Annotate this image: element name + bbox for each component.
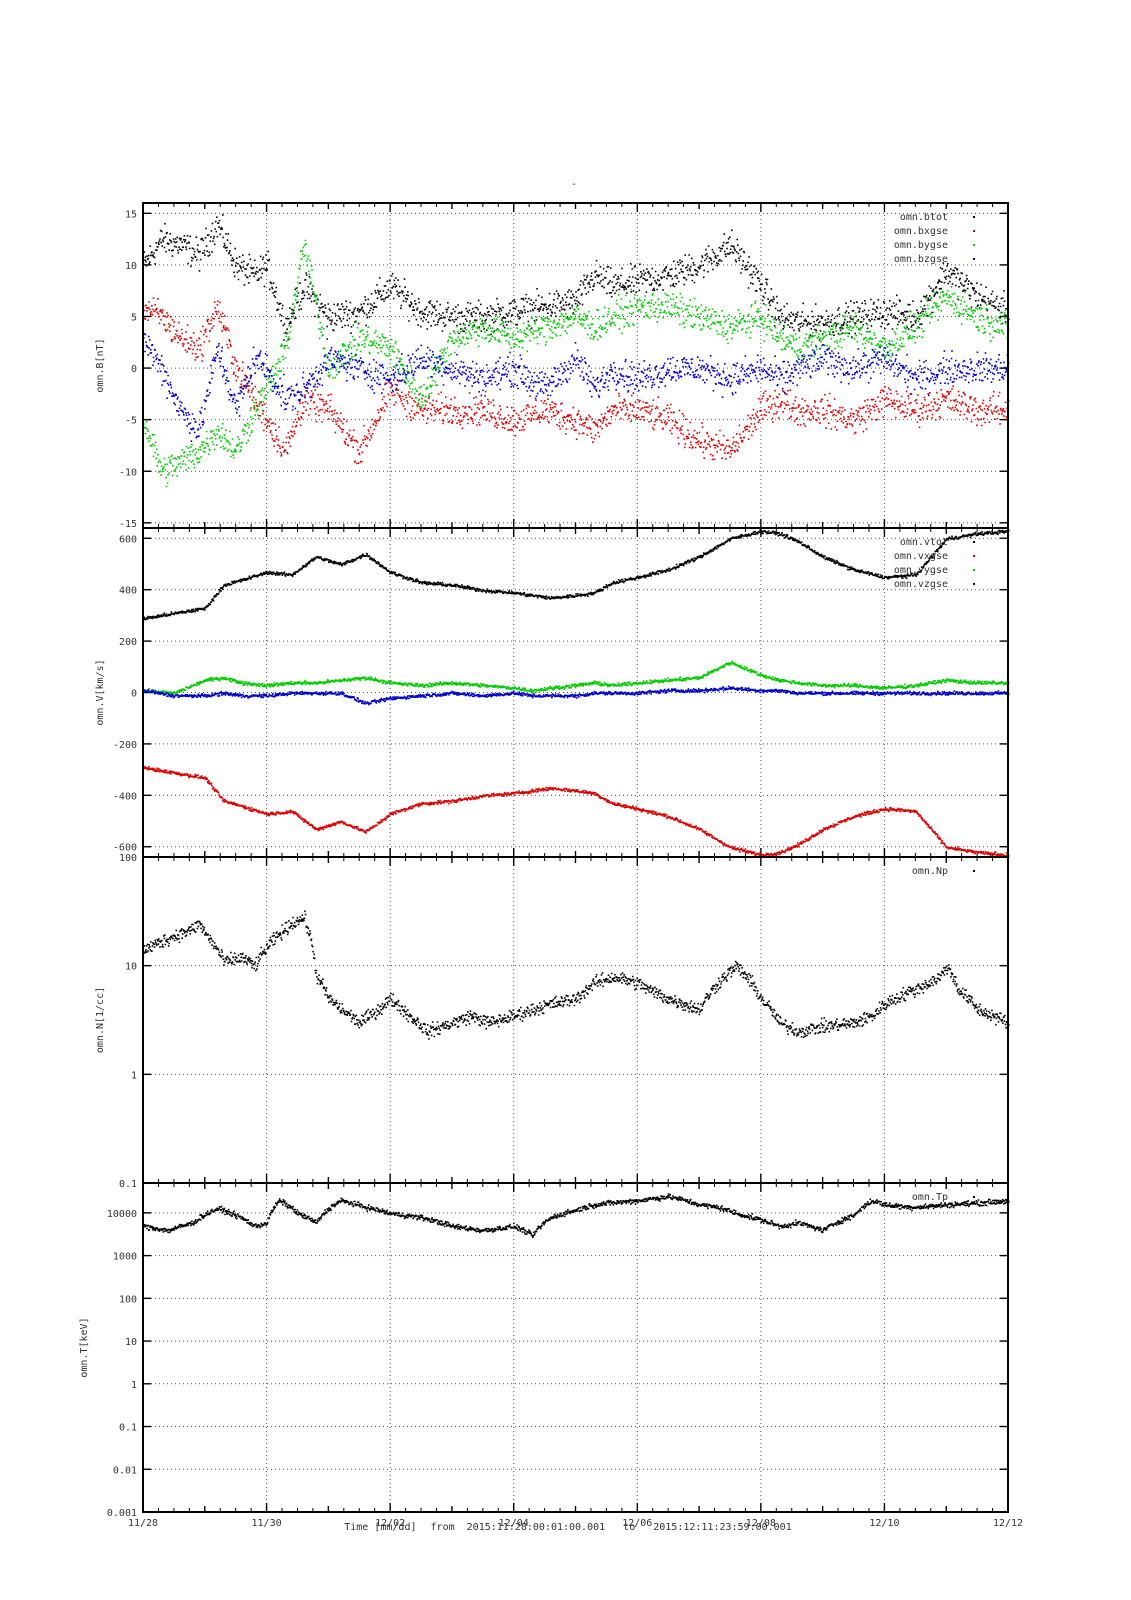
y-tick-label: 400 [119, 586, 137, 597]
panels: -15-10-5051015omn.B[nT]omn.btotomn.bxgse… [79, 202, 1023, 1529]
y-tick-label: 10000 [107, 1209, 137, 1220]
plot-frame [142, 1182, 1009, 1513]
legend-label: omn.vzgse [894, 579, 948, 590]
panel-4: 0.001 0.01 0.1 1 10 100 1000 10000 omn.T[keV] omn… [79, 1182, 1010, 1519]
x-tick-label: 12/04 [499, 1518, 529, 1529]
y-tick-label: 0 [131, 689, 137, 700]
y-tick-label: 5 [131, 312, 137, 323]
series-omn.Tp [143, 1193, 1010, 1239]
panel-2: -600 -400 -200 0 200 400 600 omn.V[km/s] omn.vto… [95, 527, 1010, 858]
footer-time-label: Time [mm/dd] [344, 1522, 416, 1533]
y-tick-label: 200 [119, 637, 137, 648]
y-axis-label: omn.N[1/cc] [95, 987, 106, 1053]
legend-marker [973, 555, 975, 557]
x-tick-label: 12/06 [622, 1518, 652, 1529]
series-points [143, 332, 1010, 442]
y-tick-label: -400 [113, 791, 137, 802]
y-axis-label: omn.B[nT] [95, 338, 106, 392]
series-omn.bzgse [143, 332, 1010, 442]
y-tick-label: 0.01 [113, 1465, 137, 1476]
y-axis-label: omn.V[km/s] [95, 659, 106, 725]
series-points [143, 685, 1010, 706]
series-points [143, 660, 1010, 695]
footer-to-label: to [623, 1522, 635, 1533]
y-tick-label: -600 [113, 843, 137, 854]
x-tick-label: 12/12 [993, 1518, 1023, 1529]
y-tick-label: 1 [131, 1380, 137, 1391]
legend-label: omn.btot [900, 212, 948, 223]
legend-marker [973, 583, 975, 585]
series-omn.vzgse [143, 685, 1010, 706]
panel-3: 0.1 1 10 100 omn.N[1/cc] omn.Np [95, 853, 1010, 1190]
y-tick-label: 10 [125, 1337, 137, 1348]
footer-start: 2015:11:28:00:01:00.001 [467, 1522, 605, 1533]
legend-label: omn.vtot [900, 537, 948, 548]
legend-label: omn.vxgse [894, 551, 948, 562]
legend-marker [973, 870, 975, 872]
figure-title: - [571, 179, 577, 190]
y-axis-label: omn.T[keV] [79, 1317, 90, 1377]
panel-1: -15 -10 -5 0 5 10 15 omn.B[nT] omn.btot omn.bxgse… [95, 202, 1010, 530]
y-tick-label: 0 [131, 364, 137, 375]
legend-marker [973, 258, 975, 260]
series-layer [143, 1193, 1010, 1239]
y-tick-label: -10 [119, 467, 137, 478]
plot-area [143, 1183, 1008, 1512]
y-tick-label: -15 [119, 519, 137, 530]
legend-label: omn.vygse [894, 565, 948, 576]
series-omn.btot [143, 214, 1010, 347]
series-points [143, 214, 1010, 347]
plot-area [143, 857, 1008, 1183]
legend-marker [973, 1196, 975, 1198]
legend-label: omn.Tp [912, 1192, 948, 1203]
y-tick-label: 15 [125, 209, 137, 220]
y-tick-label: 100 [119, 853, 137, 864]
legend-marker [973, 541, 975, 543]
legend-marker [973, 569, 975, 571]
footer: Time [mm/dd] from 2015:11:28:00:01:00.00… [344, 1522, 791, 1533]
y-tick-label: 10 [125, 962, 137, 973]
x-tick-label: 12/08 [746, 1518, 776, 1529]
legend-label: omn.bygse [894, 240, 948, 251]
y-tick-label: 1 [131, 1070, 137, 1081]
x-tick-label: 11/28 [128, 1518, 158, 1529]
y-tick-label: 600 [119, 534, 137, 545]
x-tick-label: 12/10 [869, 1518, 899, 1529]
y-tick-label: -5 [125, 416, 137, 427]
footer-end: 2015:12:11:23:59:00.001 [653, 1522, 791, 1533]
series-layer [143, 529, 1010, 858]
y-tick-label: -200 [113, 740, 137, 751]
y-tick-label: 0.1 [119, 1423, 137, 1434]
footer-from-label: from [431, 1522, 455, 1533]
series-omn.vygse [143, 660, 1010, 695]
x-tick-label: 11/30 [252, 1518, 282, 1529]
y-tick-label: 0.1 [119, 1179, 137, 1190]
y-tick-label: 0.001 [107, 1508, 137, 1519]
svg-text:Time [mm/dd] from: Time [mm/dd] from 2015:11:28:00:01:00.00… [344, 1522, 791, 1533]
legend-label: omn.bxgse [894, 226, 948, 237]
legend-marker [973, 230, 975, 232]
series-layer [143, 214, 1010, 488]
y-tick-label: 10 [125, 261, 137, 272]
legend-marker [973, 244, 975, 246]
x-tick-label: 12/02 [375, 1518, 405, 1529]
y-tick-label: 1000 [113, 1252, 137, 1263]
legend-label: omn.Np [912, 866, 948, 877]
legend-marker [973, 216, 975, 218]
series-points [143, 1193, 1010, 1239]
y-tick-label: 100 [119, 1294, 137, 1305]
legend-label: omn.bzgse [894, 254, 948, 265]
